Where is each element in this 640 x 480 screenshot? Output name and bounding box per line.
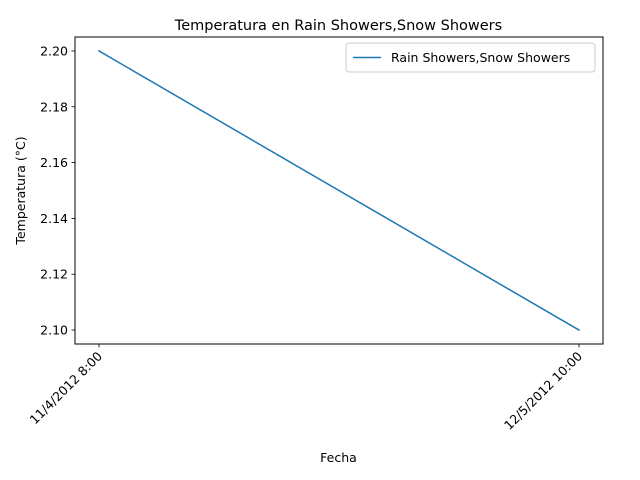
y-tick-label: 2.10	[40, 323, 68, 338]
y-tick-label: 2.12	[40, 267, 68, 282]
series-line-0	[97, 49, 581, 332]
axes-frame	[74, 36, 604, 345]
y-tick-label: 2.16	[40, 155, 68, 170]
plot-area	[74, 36, 604, 345]
series-layer	[97, 49, 581, 332]
y-axis-label: Temperatura (°C)	[13, 136, 28, 245]
chart-title: Temperatura en Rain Showers,Snow Showers	[174, 18, 502, 34]
x-axis-label: Fecha	[320, 450, 357, 465]
y-tick-label: 2.14	[40, 211, 68, 226]
y-axis: 2.10 2.12 2.14 2.16 2.18 2.20	[40, 43, 75, 338]
legend: Rain Showers,Snow Showers	[345, 42, 596, 73]
legend-series-label: Rain Showers,Snow Showers	[391, 50, 570, 65]
y-tick-label: 2.20	[40, 43, 68, 58]
y-tick-label: 2.18	[40, 99, 68, 114]
legend-frame	[345, 42, 596, 73]
